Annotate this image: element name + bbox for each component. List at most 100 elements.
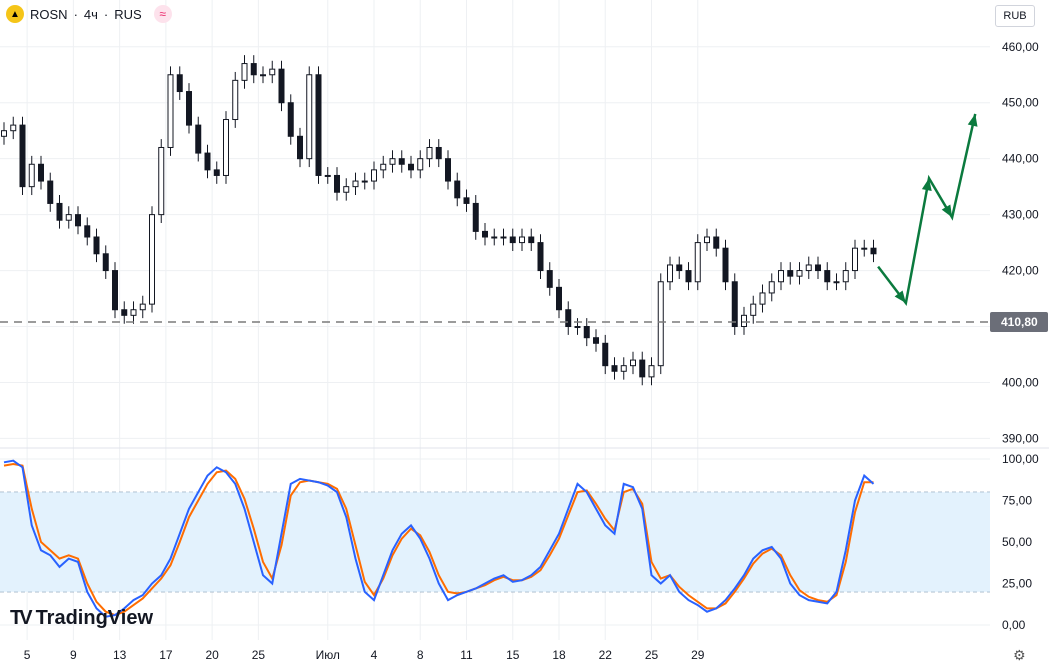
time-tick-label: 5 bbox=[24, 648, 31, 662]
time-tick-label: 11 bbox=[460, 648, 473, 662]
candle-body bbox=[759, 292, 766, 305]
candle-body bbox=[787, 270, 794, 277]
candle-body bbox=[648, 365, 655, 378]
time-tick-label: 8 bbox=[417, 648, 424, 662]
candle-body bbox=[417, 158, 424, 171]
candle-body bbox=[306, 74, 313, 160]
candle-body bbox=[213, 169, 220, 176]
candle-body bbox=[676, 264, 683, 272]
time-tick-label: 17 bbox=[159, 648, 173, 662]
price-tick-label: 400,00 bbox=[1002, 375, 1039, 389]
stochastic-band bbox=[0, 492, 990, 592]
time-tick-label: 25 bbox=[645, 648, 659, 662]
candle-body bbox=[38, 163, 44, 182]
tradingview-logo-icon: TV bbox=[10, 607, 32, 629]
candle-body bbox=[833, 281, 840, 284]
candle-body bbox=[870, 247, 877, 255]
candle-body bbox=[731, 281, 738, 328]
candle-body bbox=[722, 247, 729, 283]
price-tick-label: 430,00 bbox=[1002, 208, 1039, 222]
stochastic-tick-label: 25,00 bbox=[1002, 577, 1032, 591]
candle-body bbox=[556, 286, 562, 311]
candle-body bbox=[204, 152, 211, 171]
price-axis[interactable]: 460,00450,00440,00430,00420,00410,00400,… bbox=[1002, 40, 1039, 446]
candle-body bbox=[297, 135, 303, 160]
candle-body bbox=[750, 303, 757, 316]
candle-body bbox=[186, 91, 192, 126]
candle-body bbox=[824, 270, 831, 283]
separator: · bbox=[73, 6, 78, 22]
time-tick-label: 22 bbox=[599, 648, 613, 662]
interval[interactable]: 4ч bbox=[83, 6, 98, 22]
stochastic-tick-label: 50,00 bbox=[1002, 535, 1032, 549]
stochastic-tick-label: 75,00 bbox=[1002, 493, 1032, 507]
time-tick-label: 4 bbox=[371, 648, 378, 662]
candle-body bbox=[10, 124, 17, 132]
price-tick-label: 460,00 bbox=[1002, 40, 1039, 54]
last-price-value: 410,80 bbox=[1001, 315, 1038, 329]
candle-body bbox=[1, 130, 7, 137]
candle-body bbox=[250, 63, 257, 76]
candle-body bbox=[176, 74, 183, 93]
candle-body bbox=[28, 163, 35, 188]
candle-body bbox=[796, 270, 803, 277]
candle-body bbox=[112, 270, 118, 311]
time-tick-label: 25 bbox=[252, 648, 266, 662]
time-axis[interactable]: 5 9 13 17 20 25 Июл 4 8 11 15 18 22 25 29 bbox=[24, 648, 705, 662]
price-tick-label: 390,00 bbox=[1002, 431, 1039, 445]
candle-body bbox=[287, 102, 294, 137]
candle-body bbox=[398, 158, 405, 165]
tradingview-wordmark: TradingView bbox=[35, 607, 154, 629]
candle-body bbox=[75, 214, 81, 227]
candle-body bbox=[602, 342, 609, 367]
stochastic-d-line bbox=[3, 462, 874, 617]
gear-icon[interactable]: ⚙ bbox=[1013, 647, 1026, 663]
candle-body bbox=[685, 270, 692, 283]
candle-body bbox=[435, 146, 442, 160]
candle-body bbox=[768, 281, 775, 294]
candle-body bbox=[445, 158, 451, 182]
candle-body bbox=[56, 202, 63, 221]
candle-body bbox=[324, 174, 331, 177]
candle-body bbox=[537, 242, 544, 272]
candle-body bbox=[19, 124, 26, 188]
last-price-label: 410,80 bbox=[990, 312, 1048, 333]
projection-arrowhead bbox=[921, 178, 932, 191]
price-tick-label: 440,00 bbox=[1002, 152, 1039, 166]
candle-body bbox=[546, 270, 553, 288]
stochastic-axis[interactable]: 100,00 75,00 50,00 25,00 0,00 bbox=[1002, 452, 1039, 632]
symbol-name[interactable]: ROSN bbox=[30, 6, 68, 22]
tradingview-logo[interactable]: TV TradingView bbox=[10, 607, 153, 630]
time-tick-label: 15 bbox=[506, 648, 520, 662]
candle-body bbox=[195, 124, 202, 154]
candle-body bbox=[528, 236, 535, 244]
candle-body bbox=[630, 359, 636, 367]
candle-body bbox=[223, 119, 229, 176]
candle-body bbox=[352, 180, 359, 188]
candle-body bbox=[408, 163, 414, 171]
candle-body bbox=[130, 309, 137, 316]
price-tick-label: 420,00 bbox=[1002, 264, 1039, 278]
time-tick-label: 9 bbox=[70, 648, 77, 662]
candle-body bbox=[380, 163, 387, 171]
candle-body bbox=[778, 270, 784, 283]
candle-body bbox=[102, 253, 109, 272]
delayed-data-icon[interactable]: ≈ bbox=[153, 5, 172, 23]
candle-body bbox=[657, 281, 664, 367]
candle-body bbox=[463, 197, 470, 204]
candle-body bbox=[139, 303, 146, 311]
candle-body bbox=[472, 202, 479, 232]
candle-body bbox=[167, 74, 174, 148]
candle-body bbox=[574, 326, 581, 329]
candle-body bbox=[500, 236, 507, 239]
stochastic-tick-label: 100,00 bbox=[1002, 452, 1039, 466]
candle-body bbox=[704, 236, 710, 244]
exchange: RUS bbox=[114, 6, 142, 22]
stochastic-k-line bbox=[3, 459, 875, 618]
currency-button[interactable]: RUB bbox=[995, 5, 1035, 27]
candle-body bbox=[694, 242, 701, 283]
stochastic-lines bbox=[3, 459, 875, 618]
candle-body bbox=[315, 74, 322, 176]
price-candles bbox=[1, 55, 877, 386]
